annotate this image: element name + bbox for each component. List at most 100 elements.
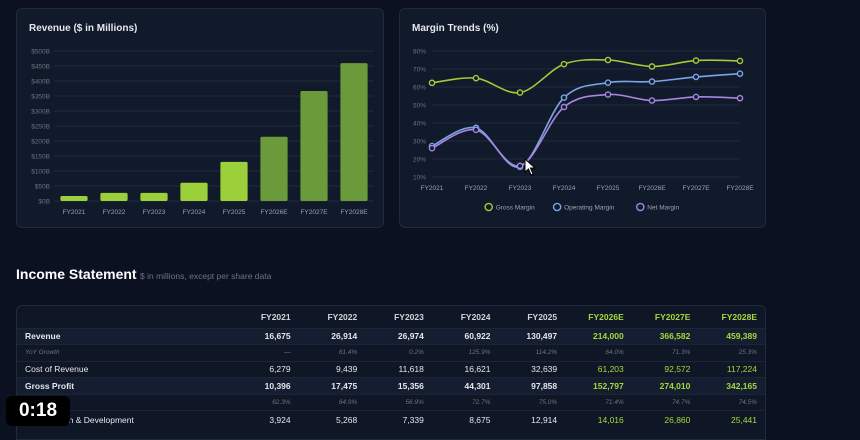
revenue-bar-chart: $0B $50B $100B $150B $200B $250B $300B $350B $40… [31,49,374,216]
margin-data-point[interactable] [472,74,480,82]
row-label: Research & Development [17,410,232,428]
table-header-cell: FY2026E [588,311,624,322]
margin-data-point[interactable] [560,103,568,111]
legend-label[interactable]: Gross Margin [496,205,535,212]
x-tick-label: FY2025 [597,185,620,192]
table-cell: 26,860 [631,410,699,428]
revenue-bar[interactable] [220,161,248,201]
table-cell: 6,279 [232,360,299,378]
margin-data-point[interactable] [428,79,436,87]
y-tick-label: $400B [31,79,50,86]
table-cell: 61.4% [298,344,366,362]
x-tick-label: FY2026E [260,209,288,216]
revenue-bar[interactable] [260,136,288,201]
y-tick-label: 60% [413,85,426,92]
margin-data-point[interactable] [692,73,700,81]
revenue-bar[interactable] [300,91,328,201]
table-cell: 32,639 [498,360,566,378]
margin-chart-panel: Margin Trends (%) 10% 20% 30% 40% 50% 60% 70% 8… [399,8,766,228]
x-tick-label: FY2025 [223,209,246,216]
y-tick-label: 10% [413,175,426,182]
table-cell: 152,797 [565,377,632,395]
x-tick-label: FY2023 [143,209,166,216]
table-cell: 16,621 [431,360,499,378]
revenue-bar[interactable] [180,182,208,201]
margin-data-point[interactable] [604,79,612,86]
revenue-chart-panel: Revenue ($ in Millions) $0B $50B $100B $150… [16,8,384,228]
y-tick-label: $100B [31,169,50,176]
table-cell: 72.7% [431,393,499,411]
table-header-cell: FY2027E [654,311,691,322]
table-row-gross-profit[interactable]: Gross Profit 10,396 17,475 15,356 44,301… [17,377,765,395]
row-label [17,393,232,411]
legend-label[interactable]: Net Margin [647,205,679,212]
y-tick-label: $350B [31,94,50,101]
margin-series-line [431,93,741,167]
row-label: Gross Profit [17,377,232,395]
revenue-chart-title: Revenue ($ in Millions) [29,23,138,34]
margin-data-point[interactable] [692,57,700,64]
table-row-yoy-growth[interactable]: YoY Growth — 61.4% 0.2% 125.9% 114.2% 64… [17,344,765,362]
table-row-cost-of-revenue[interactable]: Cost of Revenue 6,279 9,439 11,618 16,62… [17,360,765,378]
legend-swatch[interactable] [552,202,562,212]
table-cell: 7,339 [365,410,432,428]
x-tick-label: FY2028E [340,209,368,216]
margin-data-point[interactable] [648,63,656,70]
revenue-bar[interactable] [60,195,88,201]
margin-data-point[interactable] [560,94,568,101]
y-tick-label: 50% [413,103,426,110]
table-row-revenue[interactable]: Revenue 16,675 26,914 26,974 60,922 130,… [17,327,765,345]
table-cell: 14,016 [565,410,632,428]
table-cell: 214,000 [565,327,632,345]
margin-data-point[interactable] [516,162,524,170]
y-tick-label: $500B [31,49,50,56]
x-tick-label: FY2026E [638,185,666,192]
row-label: Revenue [17,327,232,345]
table-cell: 15,356 [365,377,432,395]
margin-data-point[interactable] [472,126,480,134]
table-cell: 459,389 [698,327,765,345]
y-tick-label: $300B [31,109,50,116]
revenue-bar[interactable] [140,192,168,201]
margin-data-point[interactable] [648,97,656,104]
margin-data-point[interactable] [428,144,436,152]
margin-data-point[interactable] [604,91,612,98]
margin-data-point[interactable] [516,89,524,96]
table-cell: 9,439 [298,360,366,378]
table-cell: 25,441 [698,410,765,428]
margin-data-point[interactable] [604,56,612,64]
y-tick-label: $450B [31,64,50,71]
y-tick-label: $200B [31,139,50,146]
table-cell: 10,396 [232,377,299,395]
table-header-cell: FY2024 [460,311,491,322]
table-cell: 61,203 [565,360,632,378]
margin-data-point[interactable] [560,60,568,68]
y-tick-label: 40% [413,121,426,128]
x-tick-label: FY2021 [421,185,444,192]
margin-series-line [431,58,741,94]
table-cell: 97,858 [498,377,566,395]
margin-line-chart: 10% 20% 30% 40% 50% 60% 70% 80% FY2021 FY2022 FY20… [413,49,754,212]
legend-label[interactable]: Operating Margin [564,205,615,212]
legend-swatch[interactable] [484,202,493,212]
table-cell: 60,922 [431,327,499,345]
table-cell: 64.0% [565,344,632,362]
table-cell: 92,572 [631,360,699,378]
y-tick-label: 70% [413,67,426,74]
x-tick-label: FY2023 [509,185,532,192]
margin-chart-title: Margin Trends (%) [412,23,499,34]
table-row-research-development[interactable]: Research & Development 3,924 5,268 7,339… [17,410,765,428]
margin-data-point[interactable] [648,78,656,85]
table-cell: 274,010 [631,377,699,395]
income-statement-table: FY2021 FY2022 FY2023 FY2024 FY2025 FY202… [16,305,766,440]
mouse-pointer-icon [524,158,536,176]
margin-data-point[interactable] [692,93,700,101]
margin-data-point[interactable] [736,57,744,65]
revenue-bar[interactable] [340,63,368,202]
revenue-bar[interactable] [100,192,128,201]
legend-swatch[interactable] [635,202,645,212]
margin-data-point[interactable] [736,94,744,102]
margin-data-point[interactable] [736,70,744,77]
table-cell: 8,675 [431,410,499,428]
table-row-gross-margin[interactable]: 62.3% 64.9% 56.9% 72.7% 75.0% 71.4% 74.7… [17,393,765,411]
